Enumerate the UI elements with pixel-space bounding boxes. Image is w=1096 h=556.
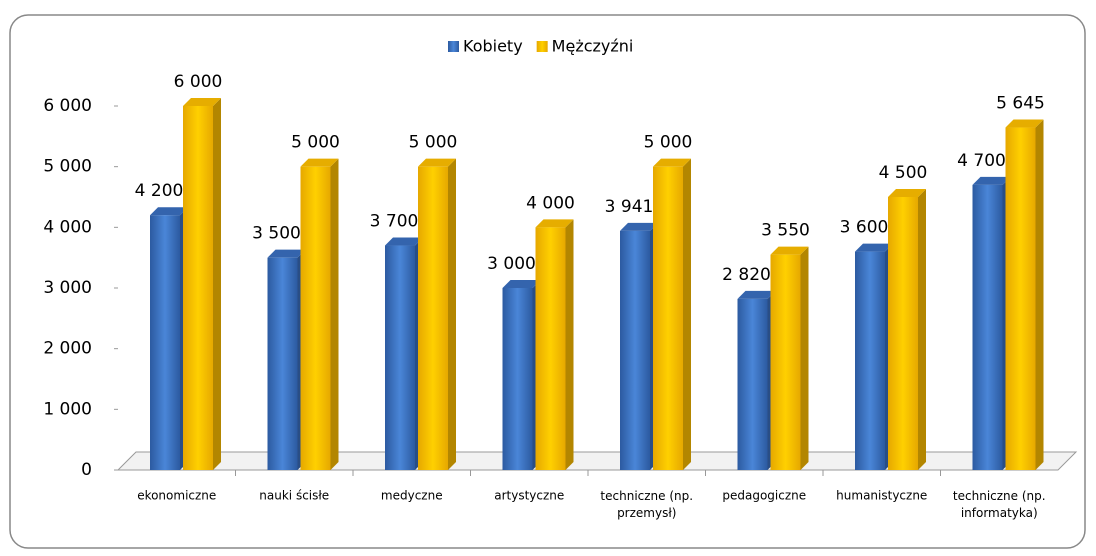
bar-front bbox=[385, 245, 415, 470]
bar bbox=[183, 98, 221, 470]
value-label: 3 700 bbox=[370, 212, 419, 232]
value-label: 5 000 bbox=[644, 133, 693, 153]
bar-top bbox=[855, 243, 893, 252]
bar-top bbox=[620, 222, 658, 231]
bar bbox=[267, 249, 306, 470]
bar bbox=[535, 219, 574, 470]
x-tick-label: pedagogiczne bbox=[722, 489, 806, 503]
bar-front bbox=[267, 257, 298, 470]
y-tick-label: 3 000 bbox=[43, 278, 92, 298]
value-label: 3 000 bbox=[487, 254, 536, 274]
bar bbox=[653, 158, 691, 470]
value-label: 4 500 bbox=[879, 163, 928, 183]
bar bbox=[770, 246, 809, 470]
y-tick-label: 6 000 bbox=[43, 96, 92, 116]
bar-front bbox=[620, 230, 650, 470]
bar bbox=[737, 290, 776, 470]
bar-top bbox=[502, 280, 541, 288]
bar-front bbox=[502, 288, 533, 470]
value-label: 5 645 bbox=[996, 94, 1045, 114]
x-tick-label: ekonomiczne bbox=[137, 489, 216, 503]
bar-side bbox=[1035, 119, 1044, 470]
bar-front bbox=[770, 254, 801, 470]
bar bbox=[855, 243, 893, 470]
bar-top bbox=[770, 246, 809, 255]
x-tick-label: humanistyczne bbox=[836, 489, 927, 503]
bar-top bbox=[418, 158, 456, 167]
bar-side bbox=[448, 158, 456, 470]
bar-front bbox=[1005, 127, 1036, 470]
x-tick-label: techniczne (np. przemysł) bbox=[600, 489, 693, 520]
bar-front bbox=[855, 251, 885, 470]
bar bbox=[385, 237, 423, 470]
bar bbox=[972, 176, 1011, 470]
bar bbox=[418, 158, 456, 470]
bar-top bbox=[267, 249, 306, 258]
bar-top bbox=[535, 219, 574, 228]
value-label: 5 000 bbox=[409, 133, 458, 153]
legend-label: Kobiety bbox=[463, 37, 523, 56]
x-tick-label: artystyczne bbox=[494, 489, 564, 503]
value-label: 4 700 bbox=[957, 151, 1006, 171]
y-tick-label: 4 000 bbox=[43, 217, 92, 237]
value-label: 5 000 bbox=[291, 133, 340, 153]
bar-side bbox=[683, 158, 691, 470]
bar-front bbox=[888, 197, 918, 470]
legend-swatch bbox=[536, 41, 548, 52]
bar bbox=[502, 280, 541, 470]
y-tick-label: 2 000 bbox=[43, 339, 92, 359]
bar-front bbox=[972, 184, 1003, 470]
bar-side bbox=[330, 158, 339, 470]
bar-front bbox=[300, 166, 331, 470]
bar-front bbox=[535, 227, 566, 470]
bar-front bbox=[418, 166, 448, 470]
bar bbox=[620, 222, 658, 470]
bar-side bbox=[918, 189, 926, 470]
legend-swatch bbox=[448, 41, 459, 52]
y-tick-label: 5 000 bbox=[43, 157, 92, 177]
bar-side bbox=[213, 98, 221, 470]
value-label: 3 941 bbox=[605, 197, 654, 217]
value-label: 3 600 bbox=[840, 218, 889, 238]
x-tick-label: nauki ścisłe bbox=[259, 489, 329, 503]
bar-top bbox=[300, 158, 339, 167]
bar-top bbox=[888, 189, 926, 197]
bar bbox=[1005, 119, 1044, 470]
bar-top bbox=[737, 290, 776, 299]
x-tick-label: techniczne (np. informatyka) bbox=[953, 489, 1046, 520]
bar-top bbox=[385, 237, 423, 246]
legend-label: Mężczyźni bbox=[552, 37, 634, 56]
bar bbox=[150, 207, 188, 470]
y-tick-label: 1 000 bbox=[43, 399, 92, 419]
bar-side bbox=[800, 246, 809, 470]
value-label: 4 000 bbox=[526, 193, 575, 213]
y-tick-label: 0 bbox=[81, 460, 92, 480]
bar-top bbox=[150, 207, 188, 216]
bar-top bbox=[183, 98, 221, 106]
value-label: 6 000 bbox=[174, 72, 223, 92]
value-label: 4 200 bbox=[135, 181, 184, 201]
bar-front bbox=[150, 215, 180, 470]
bar-top bbox=[653, 158, 691, 167]
bar bbox=[300, 158, 339, 470]
bar-front bbox=[737, 298, 768, 470]
value-label: 3 500 bbox=[252, 224, 301, 244]
x-tick-label: medyczne bbox=[381, 489, 443, 503]
bar-front bbox=[183, 106, 213, 470]
value-label: 2 820 bbox=[722, 265, 771, 285]
bar bbox=[888, 189, 926, 470]
bar-front bbox=[653, 166, 683, 470]
bar-top bbox=[972, 176, 1011, 185]
bar-top bbox=[1005, 119, 1044, 128]
bar-side bbox=[565, 219, 574, 470]
value-label: 3 550 bbox=[761, 221, 810, 241]
floor bbox=[116, 451, 1078, 471]
